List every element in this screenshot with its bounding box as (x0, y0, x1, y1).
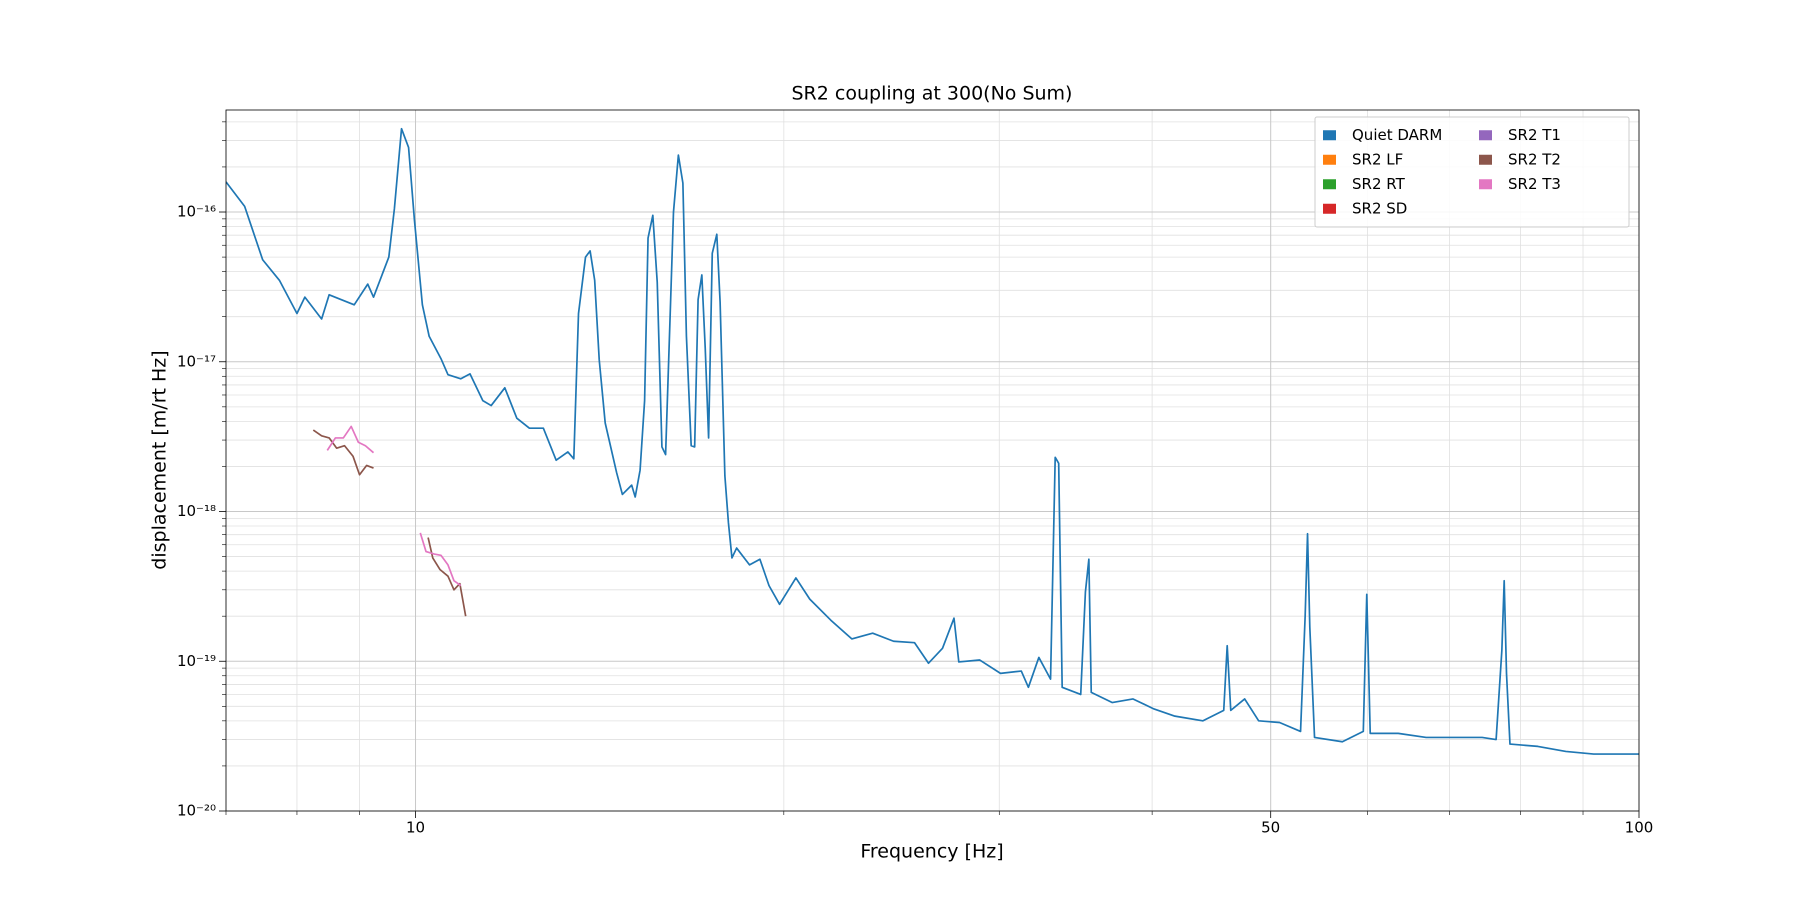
legend-frame (1314, 116, 1630, 228)
x-tick-label: 10 (406, 819, 425, 837)
x-tick-label: 100 (1625, 819, 1654, 837)
y-tick-label: 10⁻¹⁶ (177, 203, 216, 221)
x-tick-label: 50 (1261, 819, 1280, 837)
y-tick-label: 10⁻¹⁷ (177, 352, 216, 370)
series-line (312, 429, 467, 617)
legend-swatch (1323, 130, 1336, 141)
legend-label: Quiet DARM (1352, 126, 1442, 144)
legend-swatch (1479, 154, 1492, 165)
y-tick-label: 10⁻¹⁸ (177, 502, 216, 520)
legend: Quiet DARM SR2 LF SR2 RT SR2 SD SR2 T1 SR2 T2… (1314, 116, 1630, 228)
legend-label: SR2 T3 (1508, 175, 1561, 193)
legend-swatch (1479, 130, 1492, 141)
legend-swatch (1479, 179, 1492, 190)
legend-label: SR2 T2 (1508, 150, 1561, 168)
series-line (326, 425, 462, 587)
chart-title: SR2 coupling at 300(No Sum) (792, 83, 1073, 105)
plot-area (226, 127, 1639, 755)
y-tick-label: 10⁻²⁰ (177, 802, 216, 820)
legend-label: SR2 SD (1352, 199, 1407, 217)
legend-label: SR2 T1 (1508, 126, 1561, 144)
legend-swatch (1323, 154, 1336, 165)
x-axis-label: Frequency [Hz] (860, 841, 1003, 863)
y-tick-label: 10⁻¹⁹ (177, 652, 216, 670)
series-line (226, 127, 1639, 755)
axes-frame (225, 109, 1640, 812)
legend-label: SR2 LF (1352, 150, 1403, 168)
legend-swatch (1323, 203, 1336, 214)
y-axis-label: displacement [m/rt Hz] (149, 350, 171, 569)
legend-label: SR2 RT (1352, 175, 1406, 193)
legend-swatch (1323, 179, 1336, 190)
